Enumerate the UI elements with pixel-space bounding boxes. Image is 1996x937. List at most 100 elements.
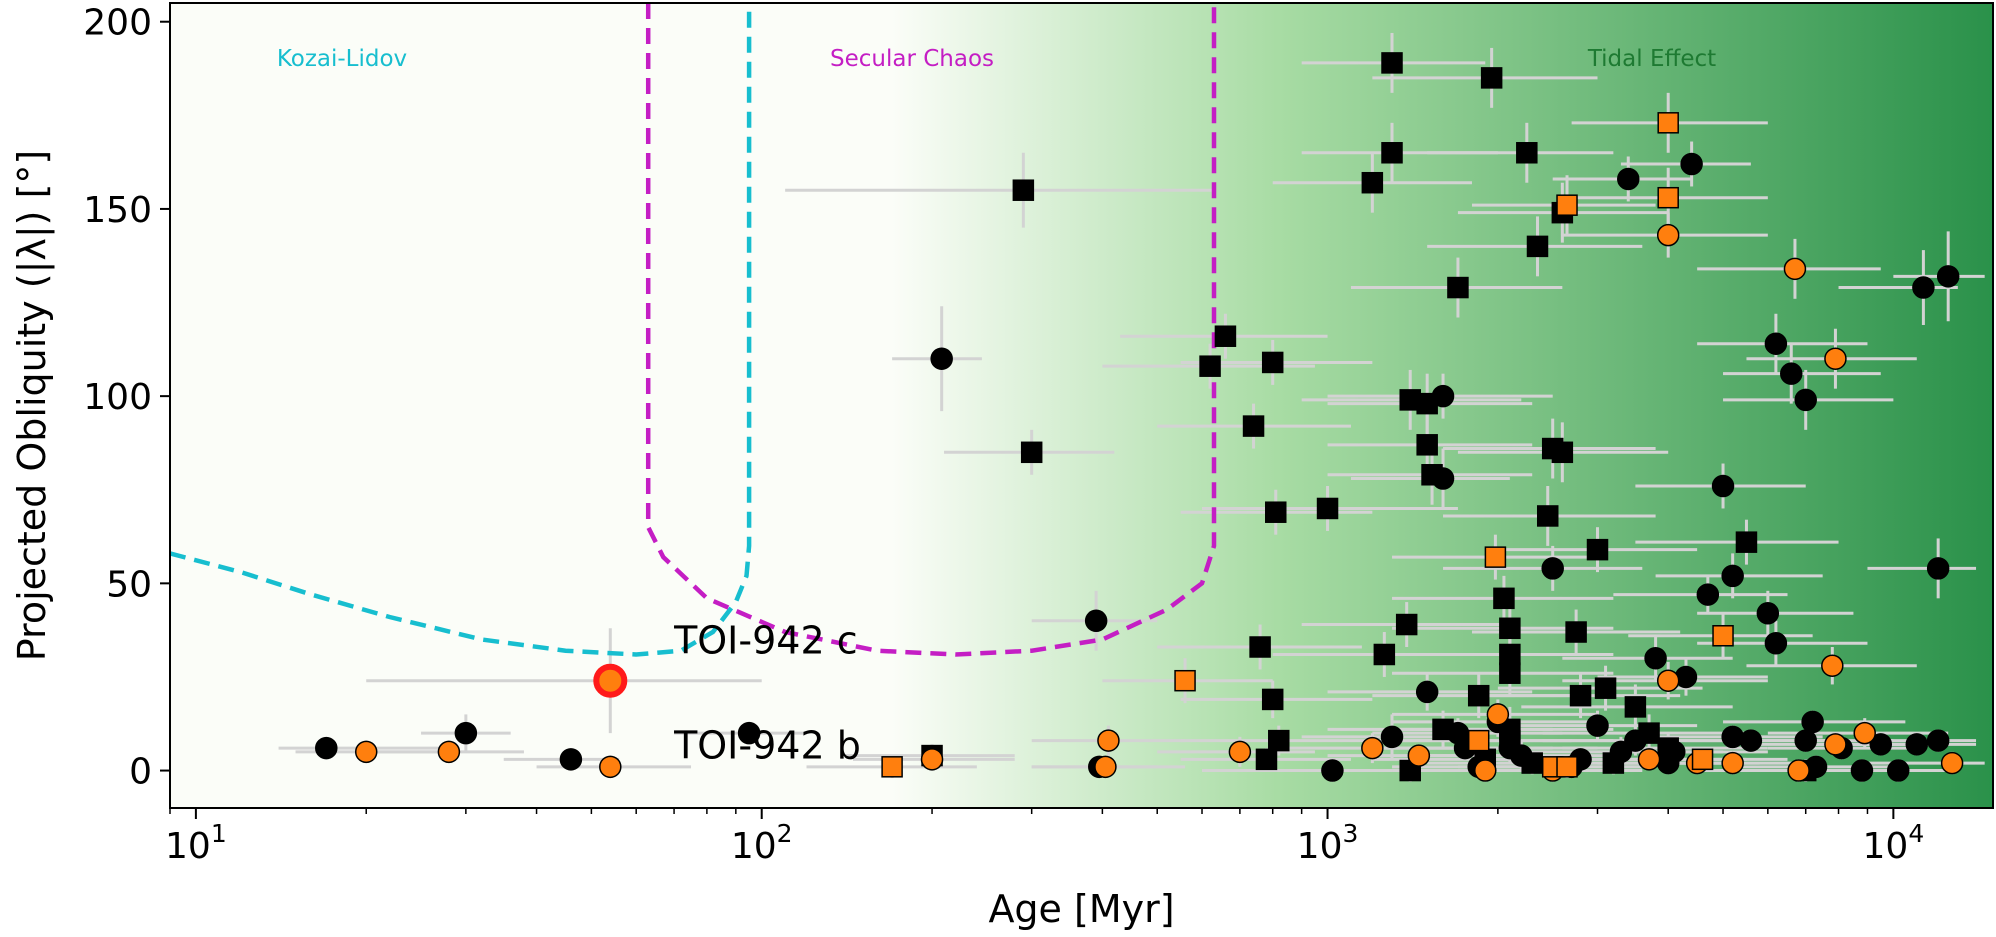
annotation-toi-942-b: TOI-942 b [673, 723, 861, 767]
black-squares-point-4 [1214, 325, 1237, 347]
black-circles-point-3 [737, 721, 761, 745]
black-circles-point-1 [454, 721, 478, 745]
black-squares-point-21 [1421, 464, 1443, 486]
black-circles-point-24 [1680, 152, 1703, 176]
black-circles-point-40 [1869, 733, 1893, 756]
black-circles-point-4 [930, 347, 953, 370]
black-circles-point-26 [1711, 474, 1735, 498]
secular-chaos-boundary [645, 3, 1217, 657]
orange-circles-point-20 [1853, 721, 1876, 745]
black-squares-point-43 [1624, 696, 1647, 718]
orange-circles-point-18 [1824, 347, 1847, 370]
black-circles-point-20 [1644, 646, 1667, 670]
region-label-secular-chaos: Secular Chaos [830, 46, 994, 72]
ytick-label-50: 50 [106, 564, 152, 605]
black-circles-point-29 [1739, 729, 1763, 752]
region-label-kozai-lidov: Kozai-Lidov [277, 46, 407, 72]
black-circles-point-42 [1905, 733, 1929, 756]
region-boundaries [170, 3, 1217, 657]
black-circles-point-31 [1764, 632, 1788, 655]
black-squares-point-50 [1602, 752, 1625, 774]
kozai-lidov-boundary [170, 3, 752, 657]
x-axis-label: Age [Myr] [988, 887, 1174, 931]
toi-942-c-point [593, 663, 628, 698]
black-squares-point-20 [1416, 434, 1438, 456]
axes: 0 50 100 150 200 101 102 103 104 Age [Myr] Project… [10, 3, 1924, 931]
black-squares-point-49 [1521, 752, 1543, 774]
xtick-label-1000: 103 [1297, 819, 1359, 867]
black-squares-point-15 [1381, 142, 1403, 164]
black-squares-point-26 [1480, 67, 1503, 89]
orange-circles-point-14 [1721, 751, 1744, 775]
orange-circles-point-1 [437, 740, 461, 764]
black-squares-point-16 [1381, 52, 1403, 74]
black-circles-point-43 [1912, 276, 1935, 299]
annotations: TOI-942 c TOI-942 b [673, 619, 861, 768]
ytick-label-100: 100 [83, 377, 152, 418]
black-circles-point-25 [1696, 583, 1720, 606]
black-circles-point-30 [1756, 602, 1780, 625]
orange-circles-point-19 [1824, 733, 1847, 756]
black-squares-point-19 [1416, 392, 1438, 415]
black-squares-point-35 [1536, 505, 1559, 527]
black-circles-point-45 [1926, 557, 1950, 580]
black-squares-point-12 [1316, 497, 1339, 520]
black-squares-point-46 [1735, 531, 1758, 553]
black-circles-point-14 [1541, 557, 1564, 580]
black-circles-point-5 [1084, 609, 1108, 633]
black-circles-point-0 [315, 736, 338, 760]
black-circles-point-39 [1850, 759, 1874, 782]
orange-circles-point-6 [1228, 740, 1252, 764]
black-squares-point-39 [1565, 621, 1587, 643]
black-circles-point-27 [1721, 564, 1744, 588]
black-circles-point-41 [1886, 759, 1910, 782]
black-circles-point-35 [1794, 729, 1817, 752]
orange-circles-point-7 [1361, 736, 1384, 760]
y-axis-label: Projected Obliquity (|λ|) [°] [10, 150, 55, 661]
annotation-toi-942-c: TOI-942 c [673, 619, 858, 663]
xtick-label-100: 102 [731, 819, 793, 867]
plot-frame [169, 2, 1994, 809]
black-squares-point-42 [1594, 677, 1617, 699]
black-circles-point-8 [1380, 725, 1404, 749]
black-circles-point-2 [559, 748, 583, 771]
orange-circles-point-8 [1407, 744, 1431, 767]
black-circles-point-33 [1780, 362, 1803, 385]
orange-circles-point-13 [1656, 669, 1680, 692]
black-squares-point-41 [1586, 538, 1609, 561]
black-squares-point-37 [1551, 441, 1574, 464]
orange-squares-point-5 [1556, 756, 1578, 778]
orange-squares-point-4 [1556, 194, 1578, 216]
orange-squares-point-1 [1174, 669, 1196, 692]
orange-circles-point-9 [1474, 759, 1497, 782]
black-squares-point-33 [1516, 142, 1538, 164]
black-squares-point-6 [1249, 636, 1271, 658]
black-circles-point-46 [1936, 265, 1960, 288]
data-markers [315, 52, 1964, 782]
region-labels: Kozai-Lidov Secular Chaos Tidal Effect [277, 46, 1716, 72]
black-circles-point-34 [1794, 388, 1817, 412]
black-squares-point-23 [1432, 718, 1454, 741]
orange-circles-point-16 [1787, 759, 1810, 782]
xtick-label-10: 101 [165, 819, 227, 867]
black-circles-point-28 [1721, 725, 1744, 749]
black-squares-point-8 [1261, 688, 1284, 711]
black-squares-point-10 [1265, 501, 1287, 523]
black-circles-point-7 [1321, 759, 1344, 782]
black-squares-point-7 [1255, 748, 1278, 771]
orange-circles-point-17 [1821, 654, 1844, 677]
black-squares-point-30 [1499, 662, 1521, 684]
orange-circles-point-21 [1940, 751, 1964, 775]
black-squares-point-24 [1447, 276, 1469, 299]
black-squares-point-3 [1199, 355, 1221, 377]
black-squares-point-2 [1020, 441, 1043, 464]
black-squares-point-32 [1499, 729, 1521, 752]
xtick-label-10000: 104 [1863, 819, 1925, 867]
orange-squares-point-0 [881, 756, 903, 778]
orange-circles-point-2 [599, 755, 622, 779]
ytick-label-0: 0 [129, 752, 152, 793]
orange-circles-point-12 [1656, 223, 1680, 247]
black-circles-point-19 [1617, 167, 1640, 191]
black-squares-point-34 [1526, 235, 1549, 258]
